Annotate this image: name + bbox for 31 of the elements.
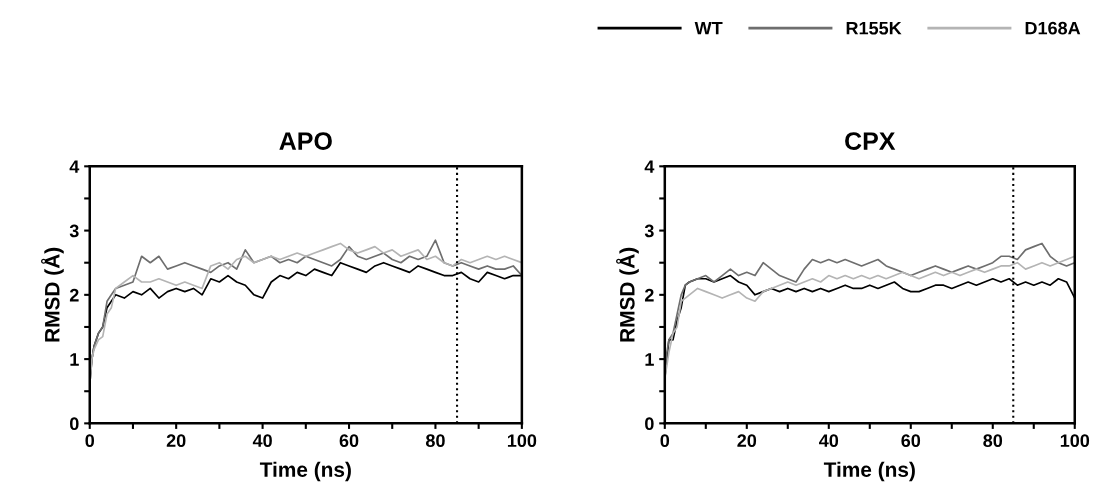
y-tick-label: 1: [70, 353, 79, 366]
x-tick-label: 20: [166, 434, 186, 448]
y-tick-label: 1: [645, 353, 654, 366]
x-tick-label: 100: [507, 434, 537, 448]
y-tick-label: 4: [69, 160, 80, 173]
x-tick-label: 80: [983, 434, 1003, 448]
y-tick-label: 0: [70, 417, 79, 431]
y-tick-label: 4: [644, 160, 655, 173]
x-tick-label: 60: [339, 434, 359, 448]
y-tick-label: 2: [69, 288, 79, 302]
legend-label: WT: [694, 21, 723, 35]
x-tick-label: 100: [1060, 434, 1090, 448]
y-tick-label: 2: [644, 288, 654, 302]
y-axis-title: RMSD (Å): [616, 247, 639, 342]
y-tick-label: 3: [644, 224, 654, 238]
y-axis-title: RMSD (Å): [41, 247, 64, 342]
legend-label: R155K: [846, 21, 902, 35]
x-tick-label: 0: [85, 434, 95, 448]
y-tick-label: 3: [69, 224, 79, 238]
x-tick-label: 60: [901, 434, 921, 448]
x-axis-title: Time (ns): [259, 461, 351, 482]
chart-title: APO: [279, 132, 332, 150]
x-tick-label: 20: [737, 434, 757, 448]
chart-title: CPX: [845, 132, 896, 150]
x-tick-label: 40: [819, 434, 839, 448]
x-tick-label: 80: [425, 434, 445, 448]
x-tick-label: 40: [252, 434, 272, 448]
legend-label: D168A: [1025, 21, 1081, 35]
x-tick-label: 0: [660, 434, 670, 448]
y-tick-label: 0: [645, 417, 654, 431]
x-axis-title: Time (ns): [823, 461, 915, 482]
